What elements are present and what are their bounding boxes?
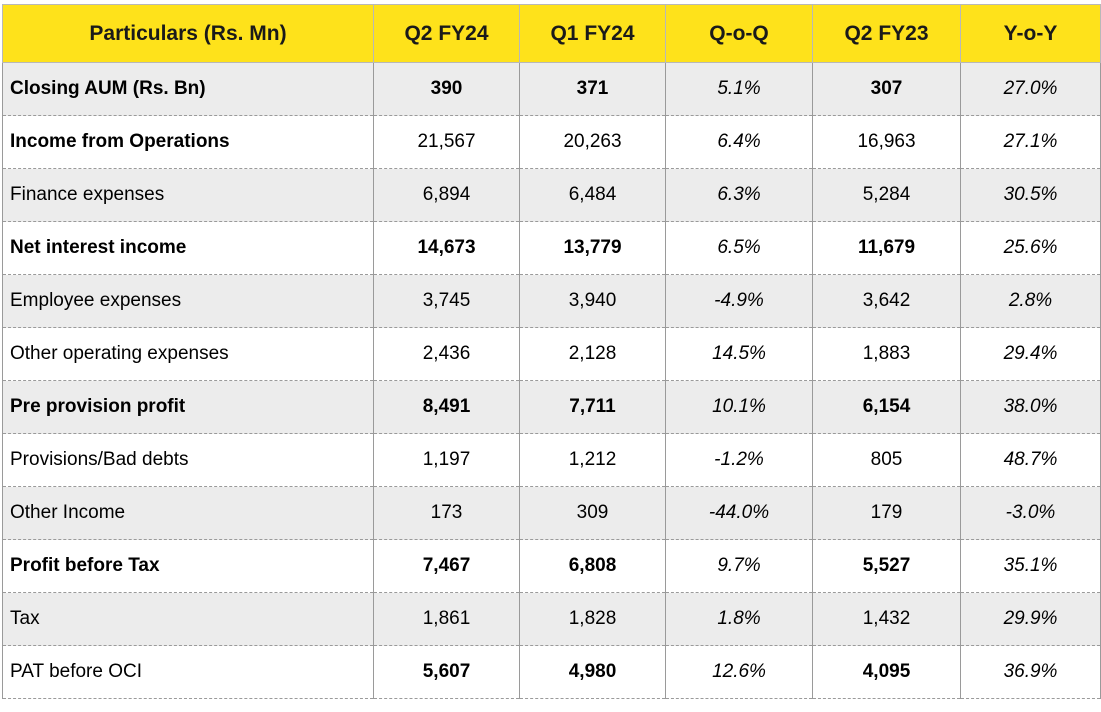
cell-qoq: 5.1% [665,62,813,116]
row-label: Pre provision profit [2,380,374,434]
cell-q2fy24: 5,607 [373,645,520,699]
table-row: Other operating expenses 2,436 2,128 14.… [2,327,1101,381]
cell-yoy: 38.0% [960,380,1101,434]
cell-q1fy24: 371 [519,62,666,116]
header-particulars: Particulars (Rs. Mn) [2,4,374,63]
cell-yoy: 2.8% [960,274,1101,328]
cell-q2fy24: 390 [373,62,520,116]
table-row: Provisions/Bad debts 1,197 1,212 -1.2% 8… [2,433,1101,487]
cell-qoq: 1.8% [665,592,813,646]
cell-q1fy24: 6,808 [519,539,666,593]
row-label: Finance expenses [2,168,374,222]
table-row: Income from Operations 21,567 20,263 6.4… [2,115,1101,169]
cell-q2fy23: 3,642 [812,274,961,328]
table-row: Finance expenses 6,894 6,484 6.3% 5,284 … [2,168,1101,222]
cell-qoq: 6.3% [665,168,813,222]
row-label: Profit before Tax [2,539,374,593]
cell-q2fy24: 1,861 [373,592,520,646]
cell-q1fy24: 13,779 [519,221,666,275]
cell-yoy: 29.4% [960,327,1101,381]
header-qoq: Q-o-Q [665,4,813,63]
cell-qoq: -44.0% [665,486,813,540]
header-yoy: Y-o-Y [960,4,1101,63]
cell-qoq: 6.4% [665,115,813,169]
header-q2fy24: Q2 FY24 [373,4,520,63]
header-q2fy23: Q2 FY23 [812,4,961,63]
table-row: Pre provision profit 8,491 7,711 10.1% 6… [2,380,1101,434]
cell-qoq: 10.1% [665,380,813,434]
cell-q2fy24: 6,894 [373,168,520,222]
cell-yoy: 27.0% [960,62,1101,116]
row-label: Employee expenses [2,274,374,328]
cell-q2fy24: 8,491 [373,380,520,434]
cell-qoq: 14.5% [665,327,813,381]
cell-yoy: 35.1% [960,539,1101,593]
cell-q2fy23: 6,154 [812,380,961,434]
cell-q2fy24: 1,197 [373,433,520,487]
row-label: Other operating expenses [2,327,374,381]
cell-q1fy24: 1,212 [519,433,666,487]
cell-q2fy24: 21,567 [373,115,520,169]
row-label: Other Income [2,486,374,540]
cell-yoy: 36.9% [960,645,1101,699]
cell-q1fy24: 7,711 [519,380,666,434]
table-row: Other Income 173 309 -44.0% 179 -3.0% [2,486,1101,540]
row-label: Tax [2,592,374,646]
cell-yoy: 30.5% [960,168,1101,222]
cell-q1fy24: 20,263 [519,115,666,169]
financial-results-table: Particulars (Rs. Mn) Q2 FY24 Q1 FY24 Q-o… [2,4,1101,699]
cell-q2fy23: 179 [812,486,961,540]
cell-qoq: -1.2% [665,433,813,487]
cell-qoq: 12.6% [665,645,813,699]
table-row: Closing AUM (Rs. Bn) 390 371 5.1% 307 27… [2,62,1101,116]
cell-yoy: 27.1% [960,115,1101,169]
cell-yoy: 48.7% [960,433,1101,487]
cell-q2fy23: 5,527 [812,539,961,593]
cell-q2fy24: 173 [373,486,520,540]
table-row: Profit before Tax 7,467 6,808 9.7% 5,527… [2,539,1101,593]
cell-q1fy24: 3,940 [519,274,666,328]
header-q1fy24: Q1 FY24 [519,4,666,63]
cell-qoq: 6.5% [665,221,813,275]
cell-q2fy23: 5,284 [812,168,961,222]
cell-yoy: 29.9% [960,592,1101,646]
table-row: Tax 1,861 1,828 1.8% 1,432 29.9% [2,592,1101,646]
table-row: Employee expenses 3,745 3,940 -4.9% 3,64… [2,274,1101,328]
cell-q2fy24: 14,673 [373,221,520,275]
cell-q1fy24: 6,484 [519,168,666,222]
cell-q1fy24: 309 [519,486,666,540]
cell-q1fy24: 2,128 [519,327,666,381]
cell-q2fy24: 7,467 [373,539,520,593]
cell-q2fy23: 16,963 [812,115,961,169]
row-label: Closing AUM (Rs. Bn) [2,62,374,116]
cell-q2fy23: 4,095 [812,645,961,699]
cell-q2fy24: 3,745 [373,274,520,328]
cell-qoq: -4.9% [665,274,813,328]
cell-q1fy24: 1,828 [519,592,666,646]
cell-q2fy24: 2,436 [373,327,520,381]
row-label: Provisions/Bad debts [2,433,374,487]
row-label: PAT before OCI [2,645,374,699]
cell-yoy: -3.0% [960,486,1101,540]
cell-q2fy23: 805 [812,433,961,487]
cell-q2fy23: 1,883 [812,327,961,381]
cell-qoq: 9.7% [665,539,813,593]
cell-q1fy24: 4,980 [519,645,666,699]
row-label: Net interest income [2,221,374,275]
cell-q2fy23: 11,679 [812,221,961,275]
table-header-row: Particulars (Rs. Mn) Q2 FY24 Q1 FY24 Q-o… [2,4,1101,63]
cell-yoy: 25.6% [960,221,1101,275]
cell-q2fy23: 1,432 [812,592,961,646]
row-label: Income from Operations [2,115,374,169]
table-row: PAT before OCI 5,607 4,980 12.6% 4,095 3… [2,645,1101,699]
cell-q2fy23: 307 [812,62,961,116]
table-row: Net interest income 14,673 13,779 6.5% 1… [2,221,1101,275]
